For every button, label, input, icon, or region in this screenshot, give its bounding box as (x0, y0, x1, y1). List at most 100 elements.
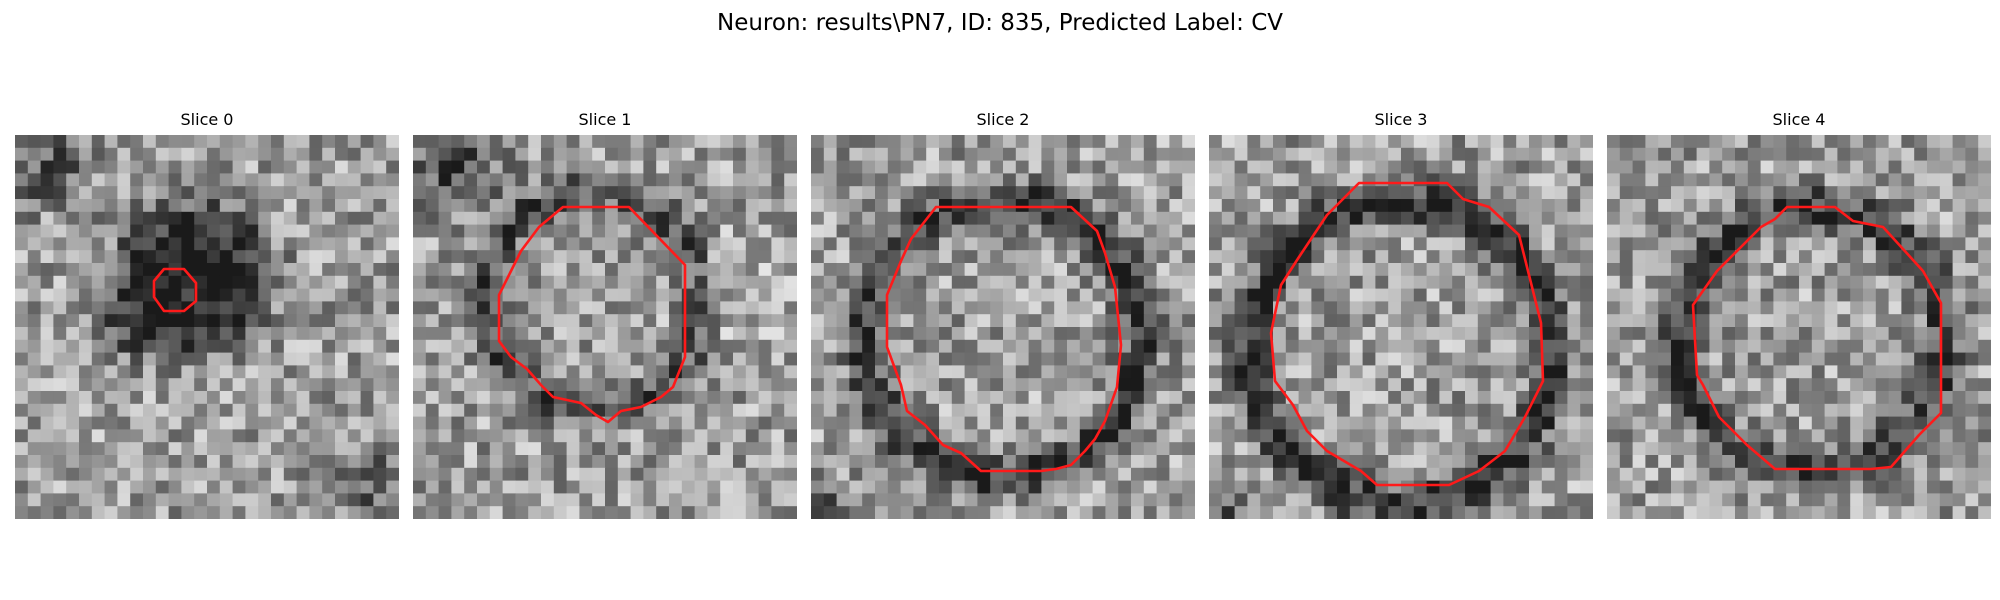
image-pixel (1465, 403, 1479, 417)
image-pixel (1028, 173, 1042, 187)
image-pixel (27, 352, 41, 366)
image-pixel (926, 275, 940, 289)
image-pixel (1092, 199, 1106, 213)
image-pixel (1465, 173, 1479, 187)
image-pixel (1131, 147, 1145, 161)
image-pixel (579, 416, 593, 430)
image-pixel (1054, 301, 1068, 315)
image-pixel (1735, 288, 1749, 302)
image-pixel (1079, 352, 1093, 366)
image-pixel (758, 365, 772, 379)
image-pixel (1375, 442, 1389, 456)
image-pixel (1952, 314, 1966, 328)
image-pixel (1888, 493, 1902, 507)
image-pixel (694, 160, 708, 174)
image-pixel (541, 455, 555, 469)
image-pixel (451, 147, 465, 161)
image-pixel (1580, 391, 1593, 405)
image-pixel (1324, 275, 1338, 289)
image-pixel (283, 250, 297, 264)
image-pixel (489, 160, 503, 174)
image-pixel (1092, 275, 1106, 289)
image-pixel (1503, 301, 1517, 315)
image-pixel (745, 442, 759, 456)
image-pixel (1209, 339, 1223, 353)
image-pixel (951, 467, 965, 481)
image-pixel (758, 378, 772, 392)
image-pixel (1671, 391, 1685, 405)
image-pixel (669, 147, 683, 161)
image-pixel (784, 455, 797, 469)
image-pixel (1709, 506, 1723, 519)
image-pixel (553, 237, 567, 251)
image-pixel (1837, 224, 1851, 238)
image-pixel (347, 301, 361, 315)
image-pixel (1541, 314, 1555, 328)
image-pixel (1388, 147, 1402, 161)
image-pixel (849, 199, 863, 213)
image-pixel (694, 135, 708, 149)
image-pixel (656, 275, 670, 289)
slice-panel-3: Slice 3 (1209, 110, 1593, 519)
image-pixel (1632, 147, 1646, 161)
image-pixel (951, 186, 965, 200)
image-pixel (1067, 275, 1081, 289)
image-pixel (1015, 378, 1029, 392)
image-pixel (194, 288, 208, 302)
image-pixel (1503, 416, 1517, 430)
image-pixel (1709, 237, 1723, 251)
image-pixel (413, 263, 427, 277)
image-pixel (528, 211, 542, 225)
image-pixel (1888, 391, 1902, 405)
image-pixel (1413, 147, 1427, 161)
image-pixel (1619, 339, 1633, 353)
image-pixel (489, 147, 503, 161)
image-pixel (413, 288, 427, 302)
image-pixel (1735, 199, 1749, 213)
image-pixel (1131, 186, 1145, 200)
image-pixel (1234, 416, 1248, 430)
image-pixel (630, 416, 644, 430)
image-pixel (1683, 288, 1697, 302)
image-pixel (1773, 455, 1787, 469)
image-pixel (1799, 339, 1813, 353)
image-pixel (1850, 339, 1864, 353)
image-pixel (1182, 173, 1195, 187)
image-pixel (1786, 237, 1800, 251)
image-pixel (566, 160, 580, 174)
image-pixel (1914, 301, 1928, 315)
image-pixel (1901, 160, 1915, 174)
image-pixel (477, 327, 491, 341)
contour-outline (1691, 205, 1943, 471)
image-pixel (1786, 391, 1800, 405)
image-pixel (1234, 199, 1248, 213)
image-pixel (1773, 403, 1787, 417)
image-pixel (1118, 480, 1132, 494)
image-pixel (386, 365, 399, 379)
image-pixel (630, 493, 644, 507)
image-pixel (386, 147, 399, 161)
image-pixel (489, 429, 503, 443)
image-pixel (1143, 429, 1157, 443)
image-pixel (1349, 352, 1363, 366)
image-pixel (900, 429, 914, 443)
image-pixel (1413, 250, 1427, 264)
image-pixel (53, 314, 67, 328)
image-pixel (1490, 237, 1504, 251)
image-pixel (1939, 147, 1953, 161)
image-pixel (951, 135, 965, 149)
image-pixel (733, 506, 747, 519)
image-pixel (1978, 480, 1991, 494)
image-pixel (528, 339, 542, 353)
image-pixel (1503, 352, 1517, 366)
image-pixel (1131, 506, 1145, 519)
image-pixel (1054, 237, 1068, 251)
image-pixel (1015, 455, 1029, 469)
image-pixel (309, 263, 323, 277)
image-pixel (1234, 480, 1248, 494)
image-pixel (1003, 224, 1017, 238)
image-pixel (1362, 339, 1376, 353)
image-pixel (373, 391, 387, 405)
image-pixel (836, 416, 850, 430)
image-pixel (1118, 224, 1132, 238)
